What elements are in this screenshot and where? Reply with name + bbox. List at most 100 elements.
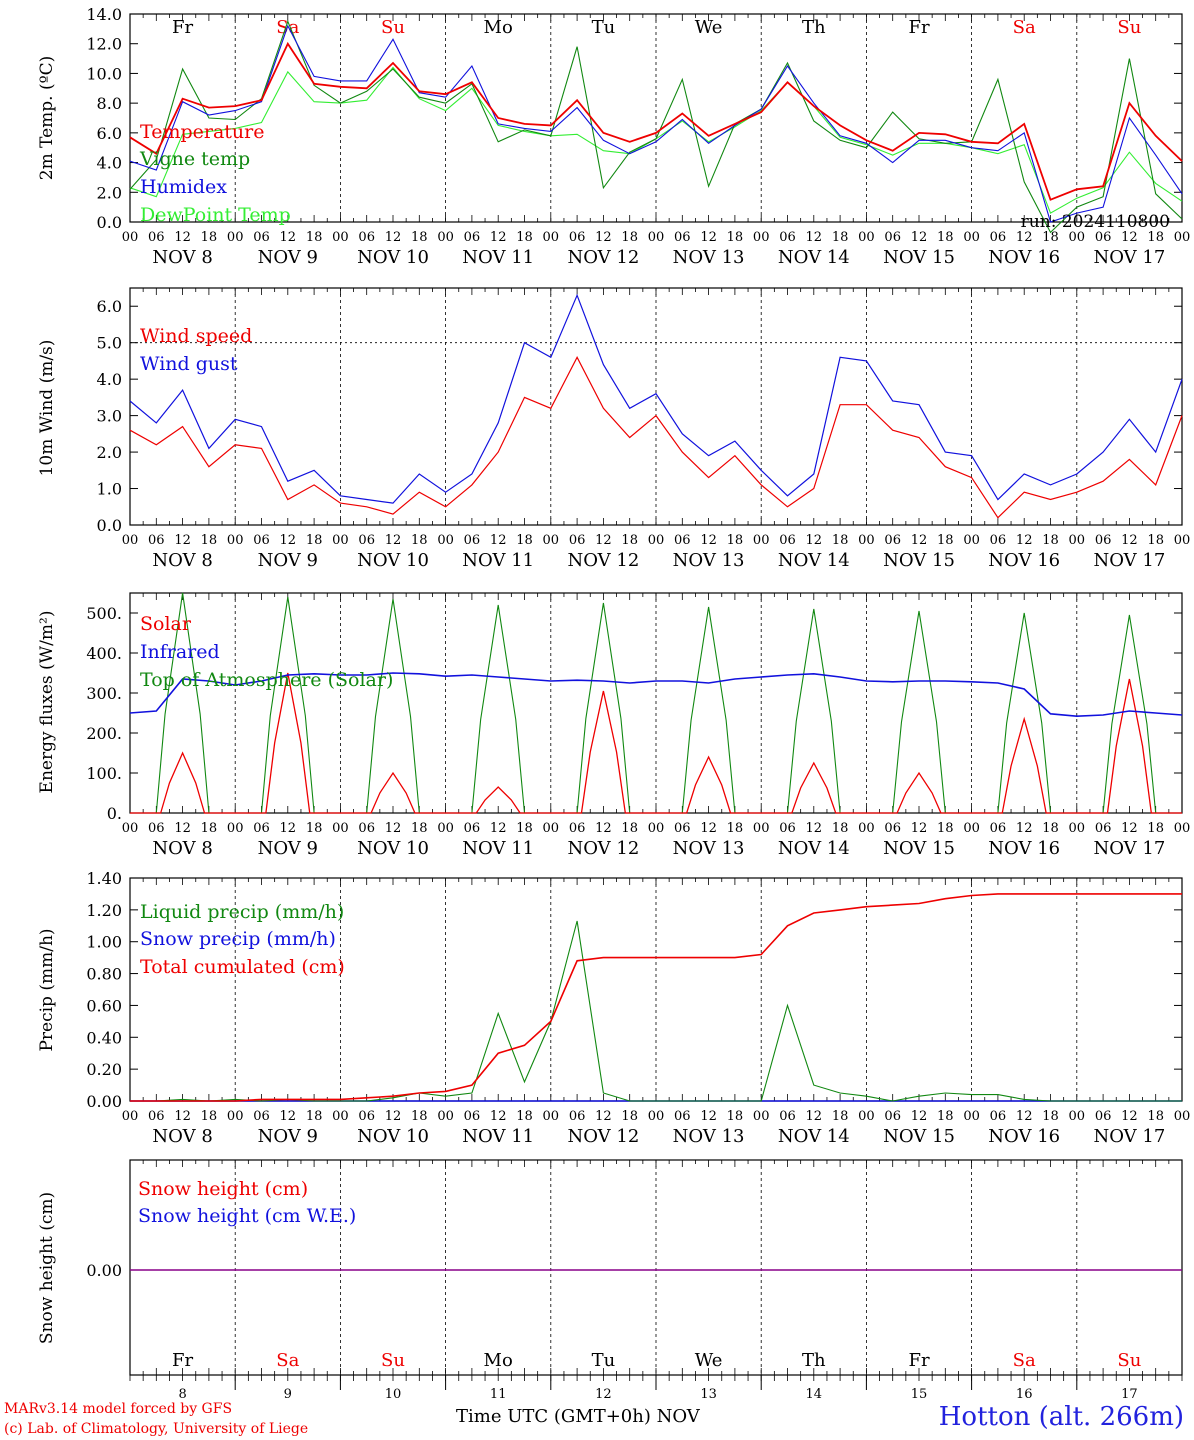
panel-2-hour-label: 18 (411, 821, 428, 836)
panel-1-hour-label: 12 (911, 533, 928, 548)
panel-1-hour-label: 00 (648, 533, 665, 548)
panel-2-hour-label: 18 (201, 821, 218, 836)
panel-1-hour-label: 06 (148, 533, 165, 548)
temp-legend-3: DewPoint Temp (140, 204, 291, 226)
day-number-bottom: 13 (700, 1387, 717, 1402)
panel-1-ytick-label: 1.0 (97, 480, 122, 499)
panel-1-hour-label: 06 (779, 533, 796, 548)
panel-2-hour-label: 18 (621, 821, 638, 836)
panel-0-hour-label: 00 (648, 230, 665, 245)
panel-2-hour-label: 00 (753, 821, 770, 836)
panel-0-hour-label: 06 (464, 230, 481, 245)
panel-3-hour-label: 12 (280, 1109, 297, 1124)
panel-0-hour-label: 00 (963, 230, 980, 245)
panel-0-ytick-label: 6.0 (97, 124, 122, 143)
panel-2-hour-label: 06 (569, 821, 586, 836)
panel-0-ytick-label: 4.0 (97, 154, 122, 173)
panel-2-hour-label: 12 (174, 821, 191, 836)
panel-2-hour-label: 06 (884, 821, 901, 836)
panel-2-hour-label: 06 (779, 821, 796, 836)
panel-3-date-label: NOV 16 (988, 1126, 1060, 1147)
panel-1-hour-label: 00 (963, 533, 980, 548)
day-name-bottom: Mo (484, 1350, 513, 1371)
panel-3-hour-label: 06 (674, 1109, 691, 1124)
panel-0-hour-label: 06 (148, 230, 165, 245)
panel-2-ytick-label: 500. (86, 604, 122, 623)
panel-1-hour-label: 00 (1174, 533, 1191, 548)
day-number-bottom: 10 (385, 1387, 402, 1402)
panel-0-date-label: NOV 10 (357, 247, 429, 268)
panel-2-hour-label: 06 (464, 821, 481, 836)
panel-1-hour-label: 18 (832, 533, 849, 548)
panel-1-hour-label: 12 (1016, 533, 1033, 548)
wind-series-1 (129, 293, 1183, 504)
panel-3-hour-label: 12 (1121, 1109, 1138, 1124)
day-name-top: Fr (908, 17, 929, 38)
panel-1-hour-label: 00 (1069, 533, 1086, 548)
day-number-bottom: 12 (595, 1387, 612, 1402)
panel-2-hour-label: 12 (595, 821, 612, 836)
panel-3-hour-label: 06 (253, 1109, 270, 1124)
panel-0-ytick-label: 14.0 (86, 5, 122, 24)
panel-3-ytick-label: 0.40 (86, 1028, 122, 1047)
panel-1-hour-label: 18 (937, 533, 954, 548)
panel-3-hour-label: 18 (832, 1109, 849, 1124)
panel-1-hour-label: 00 (543, 533, 560, 548)
panel-1-hour-label: 18 (411, 533, 428, 548)
panel-0-date-label: NOV 9 (258, 247, 318, 268)
day-number-bottom: 17 (1121, 1387, 1138, 1402)
panel-0-hour-label: 06 (358, 230, 375, 245)
panel-3-date-label: NOV 9 (258, 1126, 318, 1147)
panel-0-hour-label: 12 (280, 230, 297, 245)
panel-1-date-label: NOV 13 (673, 550, 745, 571)
day-name-bottom: Sa (1013, 1350, 1036, 1371)
panel-2-hour-label: 06 (1095, 821, 1112, 836)
panel-0-hour-label: 06 (884, 230, 901, 245)
panel-3-hour-label: 00 (437, 1109, 454, 1124)
panel-0-hour-label: 18 (516, 230, 533, 245)
panel-0-hour-label: 18 (727, 230, 744, 245)
panel-0-hour-label: 00 (437, 230, 454, 245)
panel-0-date-label: NOV 12 (567, 247, 639, 268)
day-name-bottom: Fr (172, 1350, 193, 1371)
panel-0-date-label: NOV 15 (883, 247, 955, 268)
panel-2-hour-label: 06 (148, 821, 165, 836)
panel-0-hour-label: 12 (806, 230, 823, 245)
panel-2-hour-label: 00 (858, 821, 875, 836)
panel-2-date-label: NOV 15 (883, 838, 955, 859)
day-number-bottom: 8 (178, 1387, 186, 1402)
panel-0-ytick-label: 0.0 (97, 213, 122, 232)
panel-2-hour-label: 12 (385, 821, 402, 836)
panel-1-hour-label: 18 (727, 533, 744, 548)
panel-2-hour-label: 18 (1042, 821, 1059, 836)
panel-2-hour-label: 00 (122, 821, 139, 836)
panel-3-hour-label: 12 (700, 1109, 717, 1124)
panel-3-date-label: NOV 14 (778, 1126, 850, 1147)
snow-legend-0: Snow height (cm) (138, 1178, 308, 1200)
panel-3-hour-label: 18 (411, 1109, 428, 1124)
energy-series-solar (130, 672, 1182, 814)
panel-2-date-label: NOV 8 (152, 838, 212, 859)
panel-3-ytick-label: 0.60 (86, 996, 122, 1015)
panel-2-hour-label: 00 (227, 821, 244, 836)
panel-3-hour-label: 12 (490, 1109, 507, 1124)
panel-0-hour-label: 18 (1042, 230, 1059, 245)
panel-0-hour-label: 06 (253, 230, 270, 245)
day-name-top: We (695, 17, 723, 38)
temp-series-2 (129, 24, 1183, 223)
wind-series-0 (129, 355, 1183, 519)
panel-3-date-label: NOV 8 (152, 1126, 212, 1147)
panel-3-hour-label: 00 (963, 1109, 980, 1124)
panel-1-hour-label: 06 (674, 533, 691, 548)
precip-legend-2: Total cumulated (cm) (140, 956, 345, 978)
panel-2-hour-label: 12 (1016, 821, 1033, 836)
panel-0-hour-label: 06 (779, 230, 796, 245)
panel-3-hour-label: 18 (727, 1109, 744, 1124)
panel-2-hour-label: 00 (648, 821, 665, 836)
temp-legend-1: Vigne temp (139, 148, 250, 170)
panel-1-date-label: NOV 10 (357, 550, 429, 571)
snow-legend-1: Snow height (cm W.E.) (138, 1205, 356, 1227)
panel-0-hour-label: 18 (201, 230, 218, 245)
credit-lab: (c) Lab. of Climatology, University of L… (4, 1421, 309, 1437)
